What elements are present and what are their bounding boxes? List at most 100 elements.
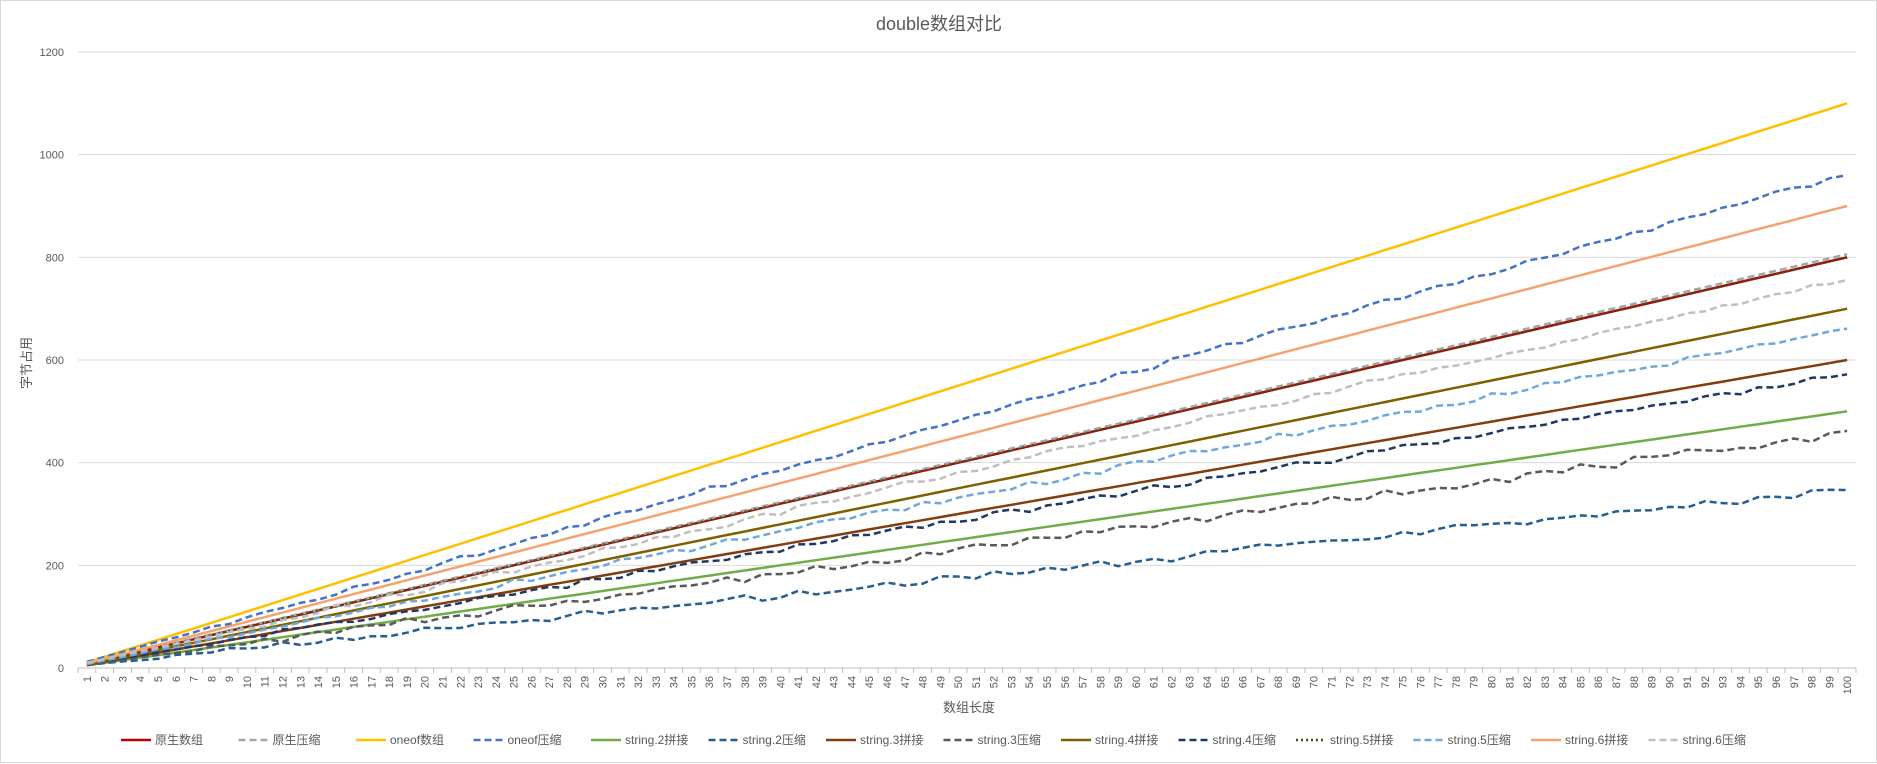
gridlines [78, 51, 1856, 566]
x-tick-label: 83 [1540, 676, 1552, 688]
x-tick-label: 90 [1664, 676, 1676, 688]
x-tick-label: 66 [1238, 676, 1250, 688]
x-tick-label: 14 [313, 676, 325, 688]
x-tick-label: 76 [1415, 676, 1427, 688]
y-tick-label: 600 [46, 355, 64, 367]
series-line-10 [86, 373, 1848, 666]
series-line-12 [86, 327, 1848, 666]
x-tick-label: 39 [758, 676, 770, 688]
x-tick-label: 22 [455, 676, 467, 688]
x-tick-label: 55 [1042, 676, 1054, 688]
x-tick-label: 44 [846, 676, 858, 688]
x-tick-label: 10 [242, 676, 254, 688]
x-tick-label: 43 [829, 676, 841, 688]
legend: 原生数组 原生压缩 oneof数组 oneof压缩 string.2拼接 string.2… [121, 732, 1746, 747]
x-tick-label: 3 [117, 676, 129, 682]
legend-label: string.4压缩 [1213, 732, 1276, 747]
y-tick-label: 0 [58, 663, 64, 675]
x-tick-label: 51 [971, 676, 983, 688]
x-tick-label: 91 [1682, 676, 1694, 688]
y-tick-label: 200 [46, 560, 64, 572]
x-tick-label: 61 [1149, 676, 1161, 688]
x-tick-label: 1 [82, 676, 94, 682]
x-tick-label: 28 [562, 676, 574, 688]
x-tick-label: 30 [598, 676, 610, 688]
x-tick-label: 5 [153, 676, 165, 682]
y-tick-label: 800 [46, 252, 64, 264]
legend-label: oneof数组 [390, 732, 444, 747]
x-tick-label: 93 [1718, 676, 1730, 688]
x-tick-label: 58 [1095, 676, 1107, 688]
x-tick-label: 69 [1291, 676, 1303, 688]
legend-label: string.6拼接 [1565, 732, 1628, 747]
x-tick-label: 64 [1202, 676, 1214, 688]
x-tick-label: 38 [740, 676, 752, 688]
x-tick-label: 73 [1362, 676, 1374, 688]
x-tick-label: 2 [100, 676, 112, 682]
x-tick-label: 96 [1771, 676, 1783, 688]
x-tick-label: 21 [437, 676, 449, 688]
x-tick-label: 32 [633, 676, 645, 688]
y-tick-label: 1000 [40, 150, 64, 162]
series-line-14 [86, 278, 1848, 665]
x-tick-label: 60 [1131, 676, 1143, 688]
x-tick-label: 8 [206, 676, 218, 682]
series-line-4 [86, 173, 1848, 664]
x-tick-label: 85 [1575, 676, 1587, 688]
series-line-3 [86, 102, 1848, 664]
x-tick-label: 26 [526, 676, 538, 688]
series-line-13 [86, 204, 1848, 665]
x-tick-label: 12 [277, 676, 289, 688]
legend-label: string.5拼接 [1330, 732, 1393, 747]
x-tick-label: 7 [189, 676, 201, 682]
x-tick-label: 50 [953, 676, 965, 688]
x-tick-label: 99 [1824, 676, 1836, 688]
x-tick-label: 80 [1487, 676, 1499, 688]
x-tick-label: 40 [775, 676, 787, 688]
x-tick-label: 78 [1451, 676, 1463, 688]
x-tick-label: 89 [1647, 676, 1659, 688]
x-tick-label: 23 [473, 676, 485, 688]
x-tick-label: 25 [509, 676, 521, 688]
x-axis-title: 数组长度 [943, 700, 995, 715]
x-tick-label: 31 [615, 676, 627, 688]
x-tick-label: 67 [1255, 676, 1267, 688]
x-tick-label: 18 [384, 676, 396, 688]
x-tick-label: 63 [1184, 676, 1196, 688]
x-tick-label: 53 [1006, 676, 1018, 688]
x-tick-label: 36 [704, 676, 716, 688]
x-tick-label: 52 [989, 676, 1001, 688]
legend-label: string.3拼接 [860, 732, 923, 747]
x-tick-label: 72 [1344, 676, 1356, 688]
x-tick-label: 56 [1060, 676, 1072, 688]
x-tick-label: 17 [366, 676, 378, 688]
legend-label: string.2压缩 [743, 732, 806, 747]
x-tick-label: 82 [1522, 676, 1534, 688]
series-lines [86, 102, 1848, 667]
legend-label: string.2拼接 [625, 732, 688, 747]
series-line-9 [86, 307, 1848, 666]
x-tick-label: 29 [580, 676, 592, 688]
y-axis-title: 字节占用 [19, 337, 34, 389]
x-tick-label: 33 [651, 676, 663, 688]
series-line-7 [86, 358, 1848, 667]
x-tick-label: 88 [1629, 676, 1641, 688]
x-tick-label: 6 [171, 676, 183, 682]
x-tick-label: 45 [864, 676, 876, 688]
x-tick-label: 46 [882, 676, 894, 688]
x-tick-label: 68 [1273, 676, 1285, 688]
x-tick-label: 16 [349, 676, 361, 688]
y-tick-label: 400 [46, 458, 64, 470]
x-tick-label: 97 [1789, 676, 1801, 688]
x-tick-label: 24 [491, 676, 503, 688]
y-tick-label: 1200 [40, 47, 64, 59]
x-tick-label: 65 [1220, 676, 1232, 688]
legend-label: string.6压缩 [1683, 732, 1746, 747]
x-tick-label: 84 [1558, 676, 1570, 688]
x-tick-label: 4 [135, 676, 147, 682]
x-tick-label: 79 [1469, 676, 1481, 688]
x-tick-label: 62 [1166, 676, 1178, 688]
